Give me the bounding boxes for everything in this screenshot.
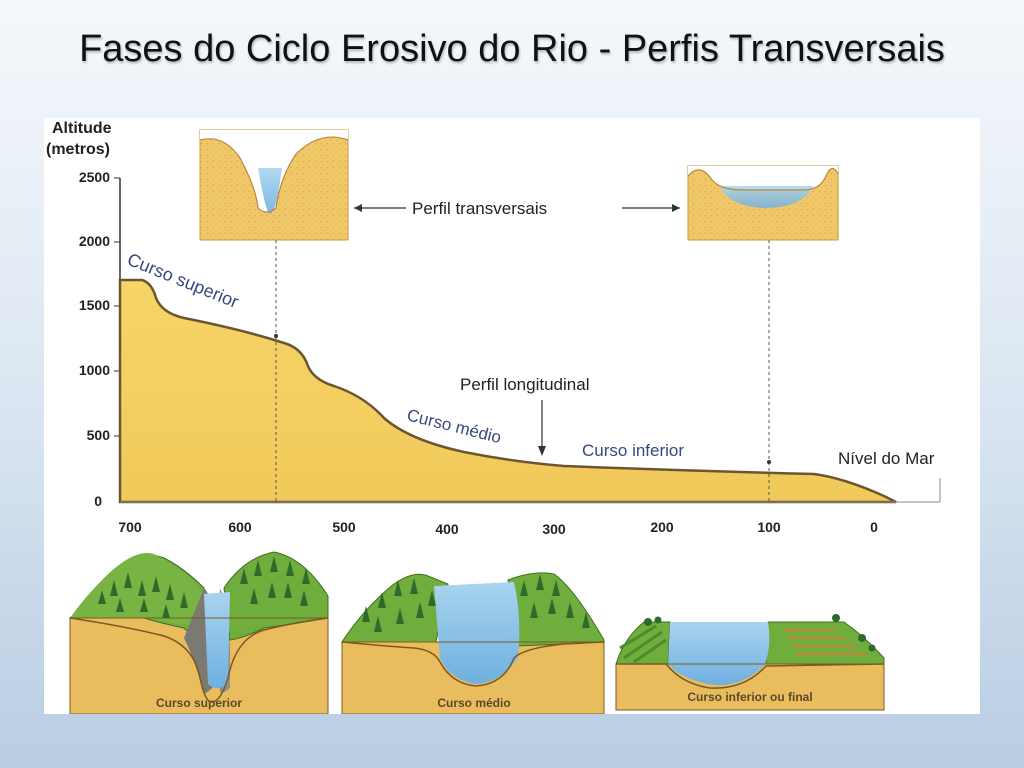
y-axis-unit: (metros) (46, 141, 110, 158)
block-diagram-lower: Curso inferior ou final (615, 614, 885, 711)
x-tick-label: 0 (870, 519, 878, 535)
block-caption-upper: Curso superior (156, 696, 242, 710)
slide-title: Fases do Ciclo Erosivo do Rio - Perfis T… (79, 28, 945, 70)
x-ticks: 700 600 500 400 300 200 100 0 (118, 519, 878, 537)
leader-dot-upper (274, 334, 278, 338)
y-tick-label: 1000 (79, 362, 110, 378)
x-tick-label: 200 (650, 519, 674, 535)
transversal-arrowhead-right (672, 204, 680, 212)
cross-section-lower (687, 165, 839, 241)
y-tick-label: 2000 (79, 233, 110, 249)
label-nivel-do-mar: Nível do Mar (838, 449, 935, 468)
y-axis-title: Altitude (52, 120, 112, 137)
longitudinal-arrowhead (538, 446, 546, 456)
block-diagram-middle: Curso médio (341, 572, 605, 714)
y-ticks: 2500 2000 1500 1000 500 0 (79, 169, 120, 509)
block-caption-middle: Curso médio (437, 696, 510, 710)
x-tick-label: 300 (542, 521, 566, 537)
river-profile-diagram: Altitude (metros) 2500 2000 1500 1000 50… (46, 120, 941, 714)
longitudinal-profile-area (118, 278, 897, 504)
river-profile-figure: Altitude (metros) 2500 2000 1500 1000 50… (44, 118, 980, 714)
leader-dot-lower (767, 460, 771, 464)
label-curso-inferior: Curso inferior (582, 441, 684, 460)
x-tick-label: 100 (757, 519, 781, 535)
x-tick-label: 400 (435, 521, 459, 537)
y-tick-label: 1500 (79, 297, 110, 313)
cross-section-upper (199, 129, 349, 241)
label-perfil-longitudinal: Perfil longitudinal (460, 375, 589, 394)
x-tick-label: 600 (228, 519, 252, 535)
label-perfil-transversais: Perfil transversais (412, 199, 547, 218)
transversal-arrowhead-left (354, 204, 362, 212)
x-tick-label: 500 (332, 519, 356, 535)
x-tick-label: 700 (118, 519, 142, 535)
block-diagram-upper: Curso superior (68, 551, 329, 714)
y-tick-label: 0 (94, 493, 102, 509)
y-tick-label: 500 (87, 427, 111, 443)
block-caption-lower: Curso inferior ou final (687, 690, 812, 704)
y-tick-label: 2500 (79, 169, 110, 185)
